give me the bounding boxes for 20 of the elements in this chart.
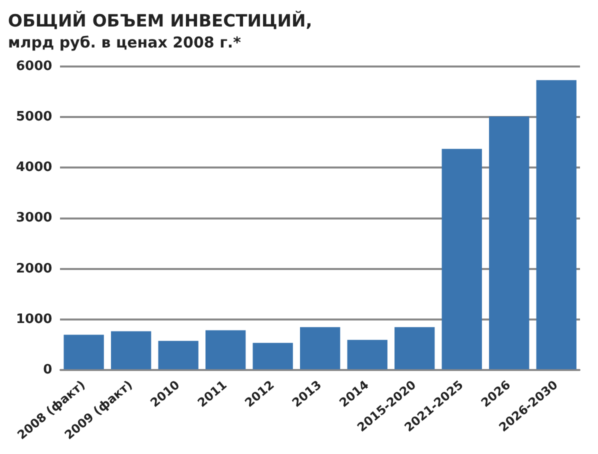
bar xyxy=(252,342,293,370)
chart-subtitle: млрд руб. в ценах 2008 г.* xyxy=(8,33,242,52)
bar xyxy=(489,116,530,370)
bar xyxy=(536,80,576,370)
y-tick-label: 2000 xyxy=(16,261,52,276)
bar xyxy=(394,327,435,370)
bar xyxy=(442,148,482,370)
bar xyxy=(300,327,340,370)
chart-title: ОБЩИЙ ОБЪЕМ ИНВЕСТИЦИЙ, xyxy=(8,10,312,32)
bar xyxy=(64,334,104,370)
y-tick-label: 0 xyxy=(43,362,52,378)
bar xyxy=(110,331,152,370)
y-tick-label: 6000 xyxy=(16,58,52,74)
y-tick-label: 3000 xyxy=(16,210,52,226)
y-tick-label: 5000 xyxy=(16,109,52,124)
y-tick-label: 1000 xyxy=(16,312,52,327)
bar xyxy=(347,340,388,370)
y-tick-label: 4000 xyxy=(16,160,52,176)
bar xyxy=(205,330,246,370)
bar xyxy=(158,340,198,370)
